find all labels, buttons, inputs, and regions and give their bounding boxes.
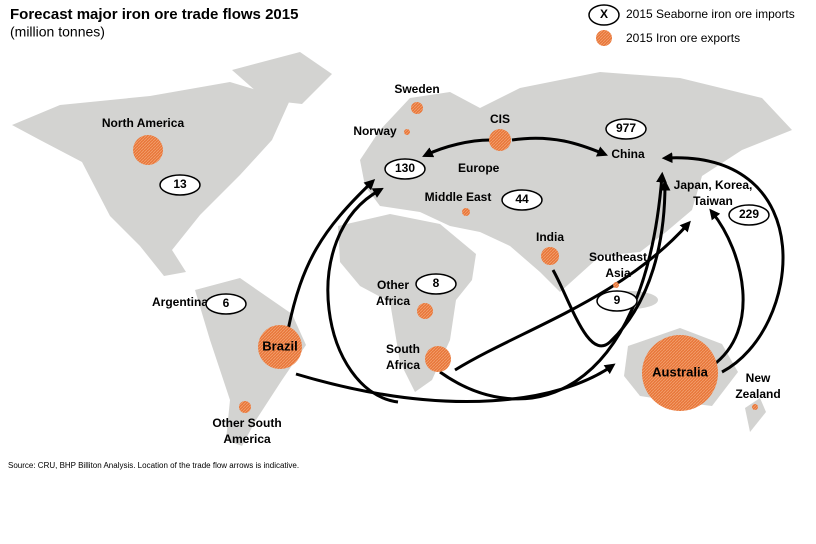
import-oval bbox=[205, 293, 247, 315]
export-bubble bbox=[404, 129, 410, 135]
region-label: North America bbox=[102, 116, 185, 130]
region-label: Africa bbox=[386, 358, 420, 372]
import-oval bbox=[596, 290, 638, 312]
region-label: Norway bbox=[353, 124, 397, 138]
region-label: India bbox=[536, 230, 564, 244]
import-value: 6 bbox=[223, 296, 230, 310]
export-bubble bbox=[417, 303, 433, 319]
import-value: 977 bbox=[616, 121, 636, 135]
flow-arrow bbox=[422, 138, 491, 158]
export-bubble bbox=[239, 401, 251, 413]
import-value: 9 bbox=[614, 293, 621, 307]
region-label: CIS bbox=[490, 112, 510, 126]
subtitle: (million tonnes) bbox=[10, 24, 105, 40]
flow-arrow bbox=[661, 152, 785, 374]
flow-arrow bbox=[511, 136, 608, 157]
greenland bbox=[232, 52, 332, 104]
legend-bubble bbox=[596, 30, 612, 46]
region-label: Asia bbox=[605, 266, 631, 280]
legend-oval bbox=[588, 4, 620, 26]
source: Source: CRU, BHP Billiton Analysis. Loca… bbox=[8, 461, 299, 470]
export-bubble bbox=[613, 282, 619, 288]
region-label: South bbox=[386, 342, 420, 356]
region-label: Sweden bbox=[394, 82, 439, 96]
region-label: Middle East bbox=[425, 190, 492, 204]
export-bubble bbox=[462, 208, 470, 216]
import-value: 44 bbox=[515, 192, 529, 206]
flow-arrow bbox=[286, 179, 376, 331]
region-label: Brazil bbox=[262, 338, 297, 353]
export-bubble bbox=[541, 247, 559, 265]
region-label: Zealand bbox=[735, 387, 780, 401]
region-label: Other South bbox=[212, 416, 281, 430]
regions: North America 13 Sweden Norway CIS Europe 130 C… bbox=[102, 82, 781, 446]
flow-arrow bbox=[551, 179, 671, 348]
legend-label: 2015 Iron ore exports bbox=[626, 31, 740, 45]
import-oval bbox=[384, 158, 426, 180]
south-america bbox=[195, 278, 306, 446]
north-america bbox=[12, 82, 290, 276]
import-oval bbox=[501, 189, 543, 211]
region-label: Europe bbox=[458, 161, 500, 175]
legend-label: 2015 Seaborne iron ore imports bbox=[626, 7, 795, 21]
export-bubble bbox=[425, 346, 451, 372]
region-label: Argentina bbox=[152, 295, 208, 309]
region-label: America bbox=[223, 432, 271, 446]
export-bubble bbox=[133, 135, 163, 165]
export-bubble bbox=[752, 404, 758, 410]
flow-arrow bbox=[709, 208, 745, 368]
import-oval bbox=[728, 204, 770, 226]
region-label: Taiwan bbox=[693, 194, 733, 208]
eurasia bbox=[360, 72, 792, 292]
import-oval bbox=[159, 174, 201, 196]
region-label: Other bbox=[377, 278, 409, 292]
region-label: Southeast bbox=[589, 250, 647, 264]
export-bubble bbox=[642, 335, 718, 411]
trade-arrows bbox=[286, 136, 785, 404]
region-label: Japan, Korea, bbox=[674, 178, 753, 192]
import-oval bbox=[415, 273, 457, 295]
region-label: Australia bbox=[652, 364, 708, 379]
region-label: China bbox=[611, 147, 645, 161]
region-label: Africa bbox=[376, 294, 410, 308]
continents bbox=[12, 52, 792, 446]
import-oval bbox=[605, 118, 647, 140]
flow-arrow bbox=[454, 220, 691, 372]
export-bubble bbox=[489, 129, 511, 151]
legend-marker: X bbox=[600, 7, 608, 21]
export-bubble bbox=[258, 325, 302, 369]
import-value: 8 bbox=[433, 276, 440, 290]
new-zealand bbox=[745, 398, 766, 432]
title: Forecast major iron ore trade flows 2015 bbox=[10, 6, 298, 23]
flow-arrow bbox=[295, 363, 616, 403]
import-value: 229 bbox=[739, 207, 759, 221]
import-value: 130 bbox=[395, 161, 415, 175]
import-value: 13 bbox=[173, 177, 187, 191]
flow-arrow bbox=[439, 171, 667, 401]
export-bubble bbox=[411, 102, 423, 114]
region-label: New bbox=[746, 371, 771, 385]
